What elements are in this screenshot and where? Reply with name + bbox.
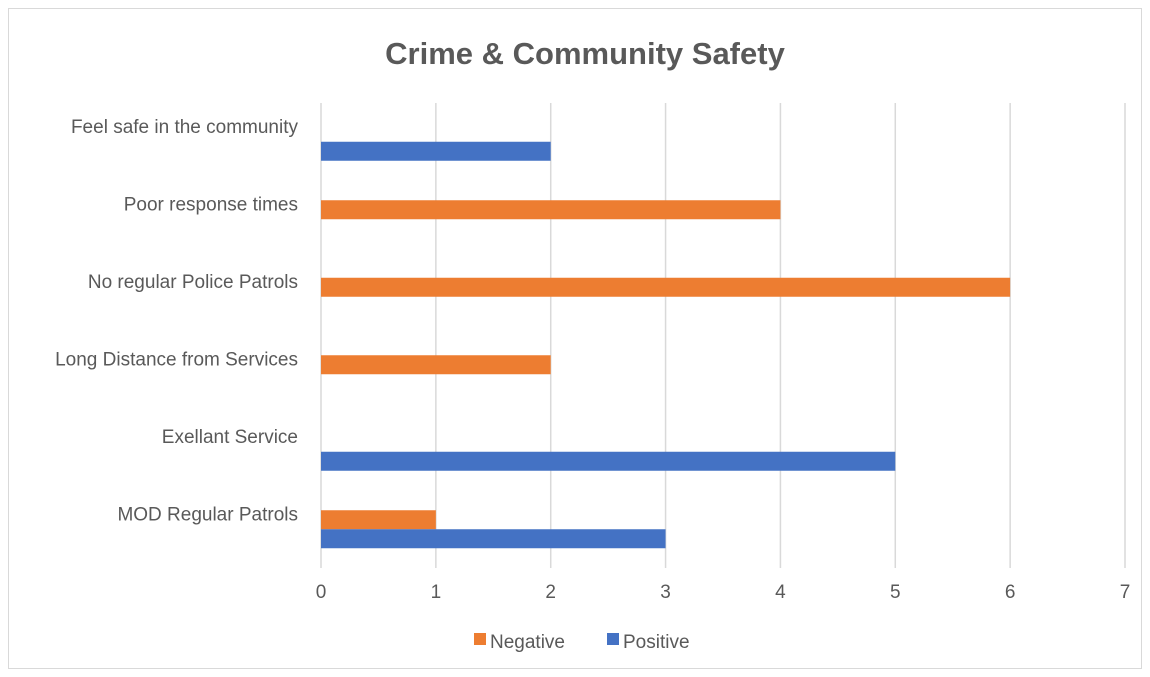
bar-positive xyxy=(321,451,896,471)
category-label: Feel safe in the community xyxy=(71,117,299,138)
category-label: Exellant Service xyxy=(162,427,298,448)
chart-title: Crime & Community Safety xyxy=(385,36,785,71)
bar-positive xyxy=(321,529,666,549)
x-tick-label: 1 xyxy=(431,582,442,603)
x-tick-label: 3 xyxy=(660,582,671,603)
category-label: Long Distance from Services xyxy=(55,349,298,370)
category-labels: Feel safe in the community Poor response … xyxy=(55,117,298,526)
bar-positive xyxy=(321,141,551,161)
category-label: No regular Police Patrols xyxy=(88,272,298,293)
category-label: MOD Regular Patrols xyxy=(117,504,298,525)
legend: Negative Positive xyxy=(474,632,690,653)
bars xyxy=(321,141,1011,549)
legend-label-negative: Negative xyxy=(490,632,565,653)
x-tick-label: 2 xyxy=(545,582,556,603)
bar-negative xyxy=(321,510,436,530)
x-tick-label: 5 xyxy=(890,582,901,603)
bar-negative xyxy=(321,200,781,220)
gridlines xyxy=(320,103,1126,568)
x-tick-label: 6 xyxy=(1005,582,1016,603)
legend-swatch-negative xyxy=(474,633,486,645)
legend-label-positive: Positive xyxy=(623,632,690,653)
x-tick-label: 4 xyxy=(775,582,786,603)
category-label: Poor response times xyxy=(124,194,298,215)
x-tick-labels: 0 1 2 3 4 5 6 7 xyxy=(316,582,1131,603)
x-tick-label: 7 xyxy=(1120,582,1131,603)
chart-frame xyxy=(8,8,1142,669)
bar-negative xyxy=(321,277,1011,297)
bar-negative xyxy=(321,355,551,375)
legend-swatch-positive xyxy=(607,633,619,645)
x-tick-label: 0 xyxy=(316,582,327,603)
